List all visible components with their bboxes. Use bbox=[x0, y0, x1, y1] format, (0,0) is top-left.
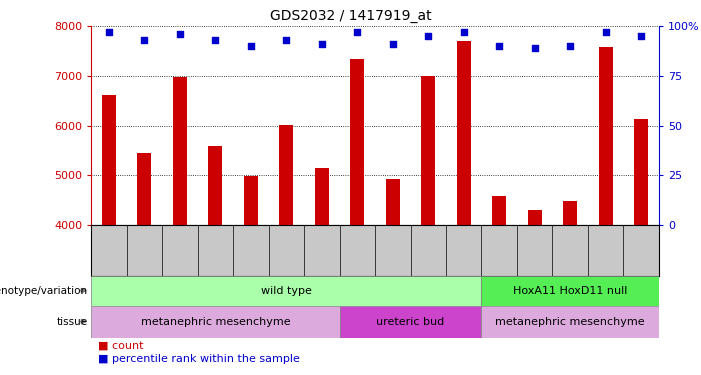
Text: ■ percentile rank within the sample: ■ percentile rank within the sample bbox=[98, 354, 300, 364]
Point bbox=[636, 33, 647, 39]
Bar bbox=[244, 176, 258, 225]
Point bbox=[529, 45, 540, 51]
Bar bbox=[421, 76, 435, 225]
Text: wild type: wild type bbox=[261, 286, 312, 296]
Text: ureteric bud: ureteric bud bbox=[376, 316, 444, 327]
Bar bbox=[482, 276, 659, 306]
Point bbox=[600, 29, 611, 35]
Bar bbox=[315, 168, 329, 225]
Bar bbox=[386, 179, 400, 225]
Point bbox=[103, 29, 114, 35]
Text: metanephric mesenchyme: metanephric mesenchyme bbox=[496, 316, 645, 327]
Bar bbox=[91, 276, 482, 306]
Text: metanephric mesenchyme: metanephric mesenchyme bbox=[140, 316, 290, 327]
Point bbox=[494, 43, 505, 49]
Point bbox=[280, 37, 292, 43]
Text: genotype/variation: genotype/variation bbox=[0, 286, 88, 296]
Point bbox=[245, 43, 257, 49]
Bar bbox=[102, 95, 116, 225]
Point bbox=[210, 37, 221, 43]
Bar bbox=[528, 210, 542, 225]
Bar bbox=[492, 196, 506, 225]
Bar bbox=[563, 201, 578, 225]
Point bbox=[564, 43, 576, 49]
Point bbox=[352, 29, 363, 35]
Bar bbox=[91, 306, 339, 338]
Bar bbox=[172, 77, 187, 225]
Point bbox=[175, 31, 186, 37]
Bar bbox=[350, 59, 365, 225]
Bar bbox=[208, 146, 222, 225]
Point bbox=[458, 29, 470, 35]
Point bbox=[423, 33, 434, 39]
Text: tissue: tissue bbox=[57, 316, 88, 327]
Bar bbox=[339, 306, 482, 338]
Bar bbox=[599, 46, 613, 225]
Point bbox=[316, 41, 327, 47]
Bar bbox=[634, 118, 648, 225]
Bar bbox=[137, 153, 151, 225]
Point bbox=[387, 41, 398, 47]
Text: HoxA11 HoxD11 null: HoxA11 HoxD11 null bbox=[513, 286, 627, 296]
Bar bbox=[482, 306, 659, 338]
Text: ■ count: ■ count bbox=[98, 340, 144, 351]
Bar bbox=[456, 40, 471, 225]
Text: GDS2032 / 1417919_at: GDS2032 / 1417919_at bbox=[270, 9, 431, 23]
Point bbox=[139, 37, 150, 43]
Bar bbox=[279, 124, 294, 225]
